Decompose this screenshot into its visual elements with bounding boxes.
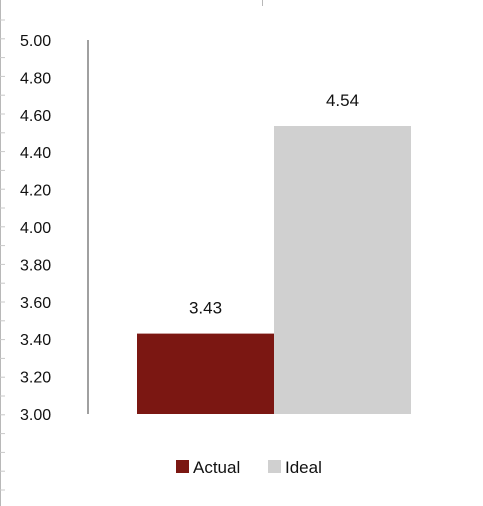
legend: Actual Ideal [176, 458, 322, 477]
legend-swatch-actual [176, 460, 189, 473]
y-axis-tick-labels: 5.00 4.80 4.60 4.40 4.20 4.00 3.80 3.60 3.40 3.20… [20, 33, 51, 424]
legend-label-ideal: Ideal [285, 458, 322, 477]
bar-actual [137, 334, 274, 414]
y-tick-label: 5.00 [20, 33, 51, 50]
data-label-actual: 3.43 [189, 299, 222, 318]
y-tick-label: 3.60 [20, 295, 51, 312]
legend-swatch-ideal [268, 460, 281, 473]
y-tick-label: 4.60 [20, 108, 51, 125]
y-tick-label: 3.00 [20, 407, 51, 424]
y-tick-label: 3.80 [20, 257, 51, 274]
y-tick-label: 3.40 [20, 332, 51, 349]
legend-label-actual: Actual [193, 458, 240, 477]
bars-group [137, 126, 411, 414]
y-tick-label: 3.20 [20, 370, 51, 387]
data-label-ideal: 4.54 [326, 91, 359, 110]
y-tick-label: 4.40 [20, 145, 51, 162]
y-tick-label: 4.00 [20, 220, 51, 237]
y-tick-label: 4.20 [20, 183, 51, 200]
bar-ideal [274, 126, 411, 414]
y-tick-label: 4.80 [20, 70, 51, 87]
